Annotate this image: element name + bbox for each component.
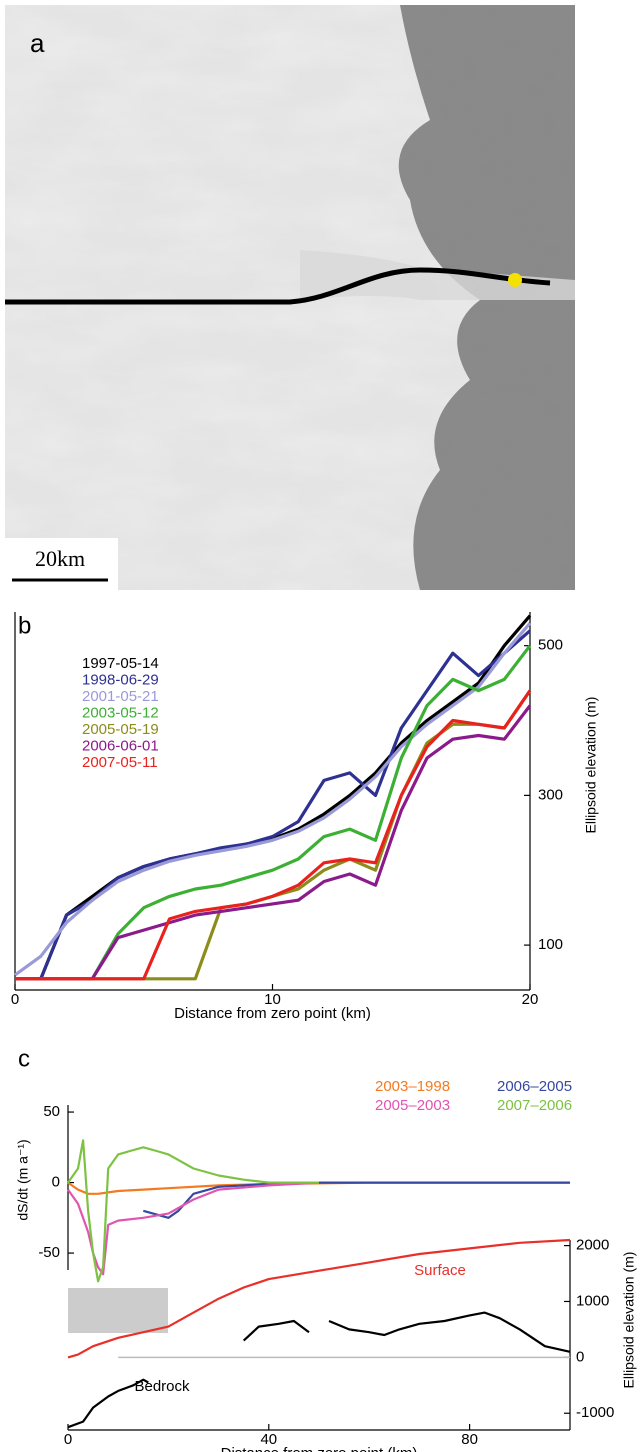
y-tick-label: 0 xyxy=(52,1174,60,1191)
x-axis-label: Distance from zero point (km) xyxy=(221,1445,418,1452)
panel-label: b xyxy=(18,612,31,639)
y-tick-label: 100 xyxy=(538,936,563,953)
zero-point xyxy=(508,273,522,287)
inset-box xyxy=(68,1288,168,1333)
data-line xyxy=(15,704,532,981)
satellite-image: 20km xyxy=(5,5,575,590)
annotation: Surface xyxy=(414,1262,466,1279)
y2-tick-label: 2000 xyxy=(576,1237,609,1254)
flow-line xyxy=(5,267,551,305)
y-tick-label: 500 xyxy=(538,637,563,654)
data-line xyxy=(67,1311,571,1429)
legend-entry: 2003-05-12 xyxy=(82,704,159,721)
y-axis-label: Ellipsoid elevation (m) xyxy=(583,697,599,834)
annotation: Bedrock xyxy=(134,1378,190,1395)
x-tick-label: 40 xyxy=(260,1431,277,1448)
y2-axis-label: Ellipsoid elevation (m) xyxy=(621,1252,637,1389)
panel-label: c xyxy=(18,1045,30,1072)
y-tick-label: 50 xyxy=(43,1103,60,1120)
data-line xyxy=(67,1181,570,1195)
legend-entry: 2005–2003 xyxy=(375,1097,450,1114)
x-tick-label: 0 xyxy=(64,1431,72,1448)
y2-tick-label: -1000 xyxy=(576,1404,614,1421)
data-line xyxy=(67,1139,319,1283)
legend-entry: 2007-05-11 xyxy=(82,754,158,771)
y2-tick-label: 1000 xyxy=(576,1292,609,1309)
y-tick-label: 300 xyxy=(538,786,563,803)
y2-tick-label: 0 xyxy=(576,1348,584,1365)
scale-label: 20km xyxy=(35,546,85,571)
panel-label: a xyxy=(30,28,45,58)
legend-entry: 2006-06-01 xyxy=(82,737,159,754)
legend-entry: 1998-06-29 xyxy=(82,671,159,688)
y-axis-label: dS/dt (m a⁻¹) xyxy=(15,1139,31,1220)
data-line xyxy=(143,1181,570,1219)
legend-entry: 2006–2005 xyxy=(497,1078,572,1095)
x-tick-label: 80 xyxy=(461,1431,478,1448)
data-line xyxy=(67,1238,571,1359)
data-line xyxy=(15,689,532,981)
x-axis-label: Distance from zero point (km) xyxy=(174,1005,371,1022)
legend-entry: 2003–1998 xyxy=(375,1078,450,1095)
x-tick-label: 10 xyxy=(264,991,281,1008)
legend-entry: 2007–2006 xyxy=(497,1097,572,1114)
x-tick-label: 0 xyxy=(11,991,19,1008)
y-tick-label: -50 xyxy=(38,1244,60,1261)
legend-entry: 2005-05-19 xyxy=(82,721,159,738)
data-line xyxy=(14,622,532,977)
legend-entry: 1997-05-14 xyxy=(82,655,159,672)
x-tick-label: 20 xyxy=(522,991,539,1008)
legend-entry: 2001-05-21 xyxy=(82,688,159,705)
data-line xyxy=(67,1181,320,1276)
